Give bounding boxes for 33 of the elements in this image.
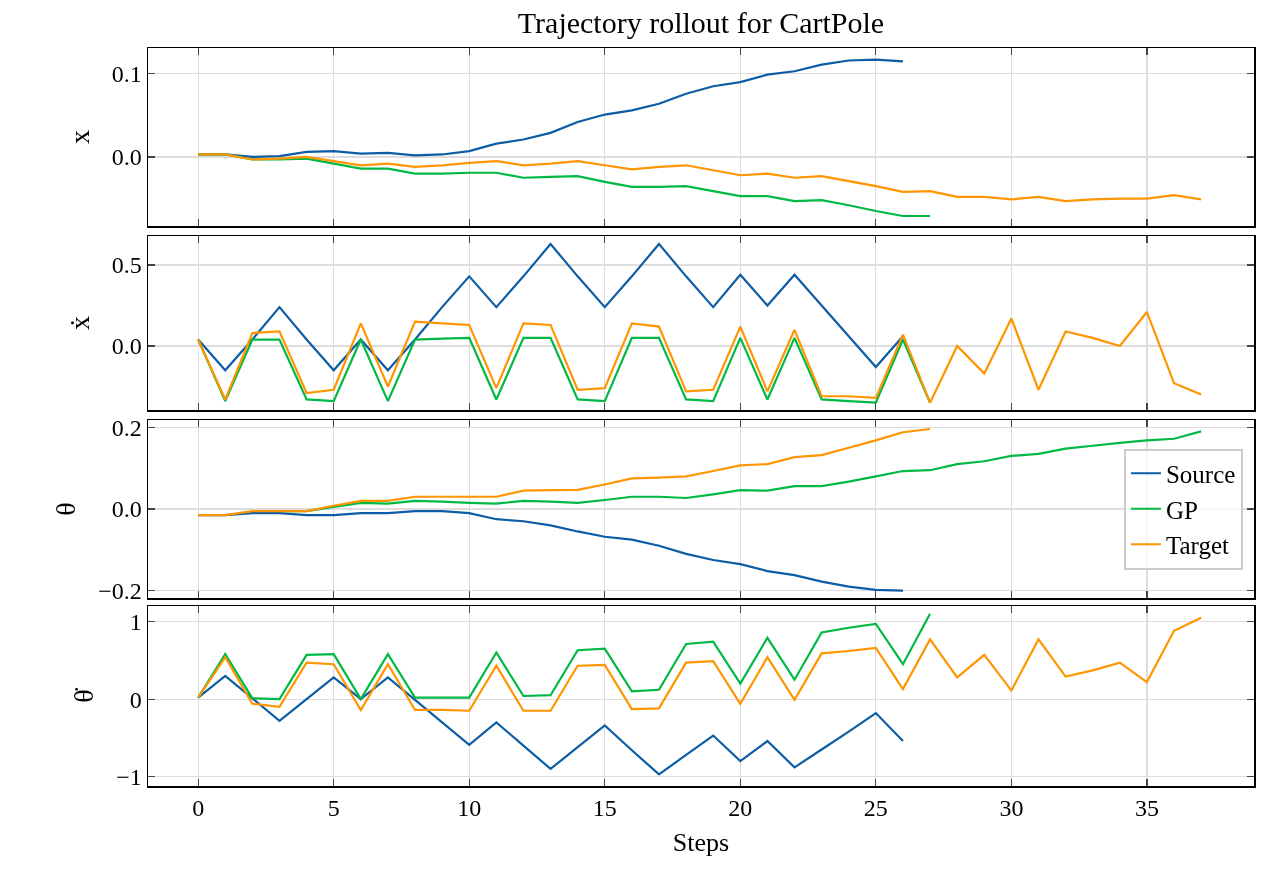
- chart-title: Trajectory rollout for CartPole: [517, 6, 885, 39]
- x-tick-label: 35: [1134, 795, 1159, 822]
- y-tick-label: 0.5: [111, 252, 142, 279]
- line-series: [197, 427, 932, 517]
- y-axis-title: θ: [50, 502, 82, 516]
- legend-label: Target: [1165, 532, 1230, 559]
- y-axis-title: x: [63, 130, 95, 144]
- line-series: [197, 153, 1203, 203]
- line-series: [197, 310, 1203, 404]
- y-tick-label: 0.0: [111, 333, 142, 360]
- y-tick-label: −1: [116, 764, 142, 791]
- x-tick-label: 30: [999, 795, 1024, 822]
- y-tick-label: 1: [129, 608, 142, 635]
- y-tick-label: −0.2: [98, 578, 142, 605]
- x-axis-title: Steps: [672, 827, 730, 857]
- y-axis-title: ẋ: [63, 316, 95, 330]
- x-tick-label: 20: [728, 795, 753, 822]
- line-series: [197, 616, 1203, 712]
- line-series: [197, 674, 905, 776]
- y-tick-label: 0.0: [111, 144, 142, 171]
- line-series: [197, 612, 932, 701]
- y-tick-label: 0.0: [111, 496, 142, 523]
- y-tick-label: 0.2: [111, 414, 142, 441]
- x-tick-label: 5: [327, 795, 340, 822]
- y-tick-label: 0: [129, 686, 142, 713]
- x-tick-label: 15: [592, 795, 617, 822]
- x-tick-label: 10: [457, 795, 482, 822]
- x-tick-label: 25: [863, 795, 888, 822]
- y-axis-title: θ̇: [68, 687, 100, 703]
- legend-label: GP: [1165, 496, 1198, 524]
- legend-label: Source: [1165, 461, 1236, 488]
- x-tick-label: 0: [192, 795, 205, 822]
- y-tick-label: 0.1: [111, 61, 142, 88]
